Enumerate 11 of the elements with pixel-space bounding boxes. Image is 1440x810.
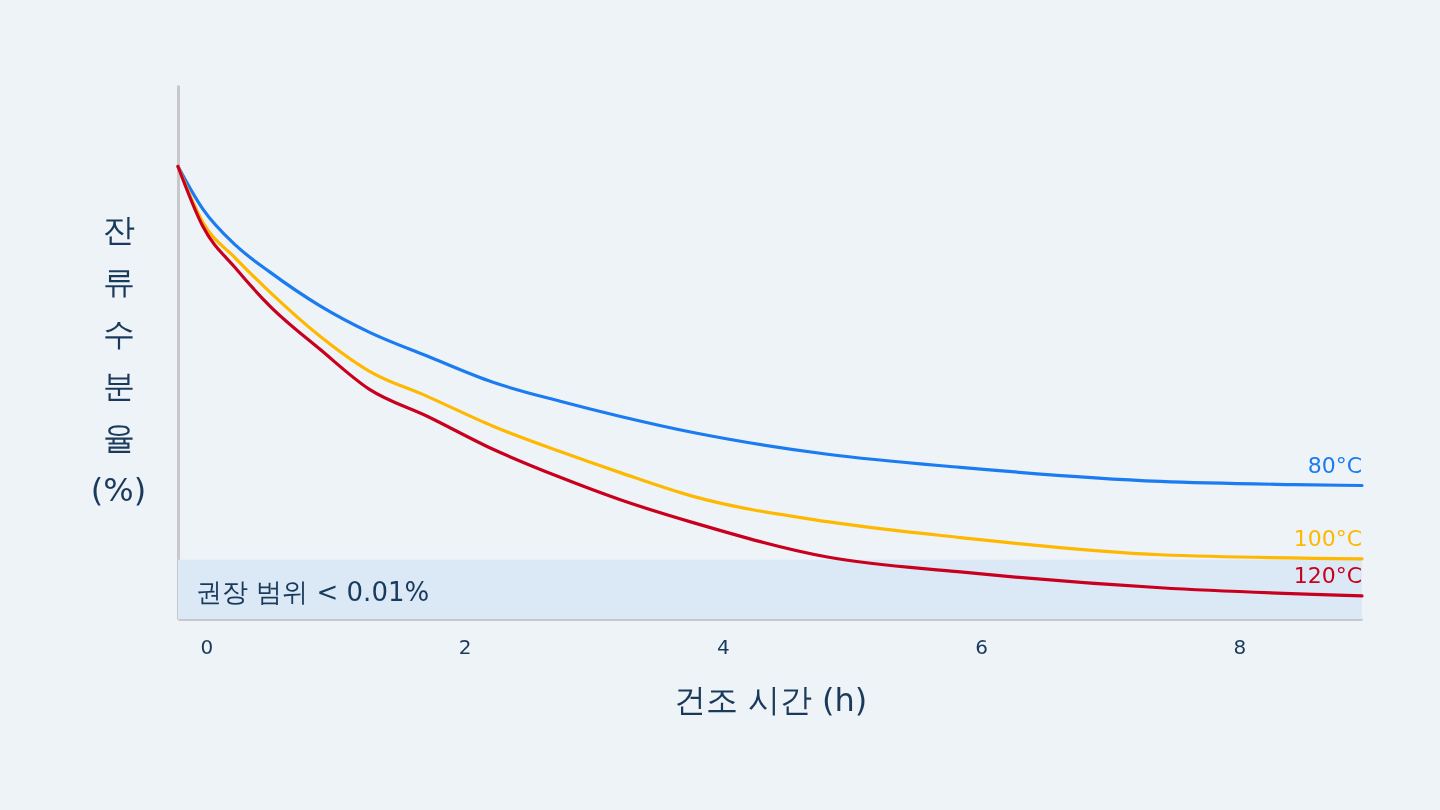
series-label: 120°C — [1293, 562, 1362, 588]
x-tick-label: 2 — [458, 634, 472, 659]
x-axis-title: 건조 시간 (h) — [673, 680, 868, 719]
x-tick-label: 0 — [200, 634, 214, 659]
y-axis-title: 잔류 수분율 (%) — [90, 210, 147, 509]
x-tick-label: 4 — [717, 634, 730, 659]
x-tick-label: 8 — [1233, 634, 1247, 659]
x-tick-label: 6 — [975, 634, 988, 659]
series-label: 100°C — [1293, 525, 1362, 551]
series-label: 80°C — [1307, 452, 1362, 478]
band-label: 권장 범위 < 0.01% — [196, 577, 430, 608]
